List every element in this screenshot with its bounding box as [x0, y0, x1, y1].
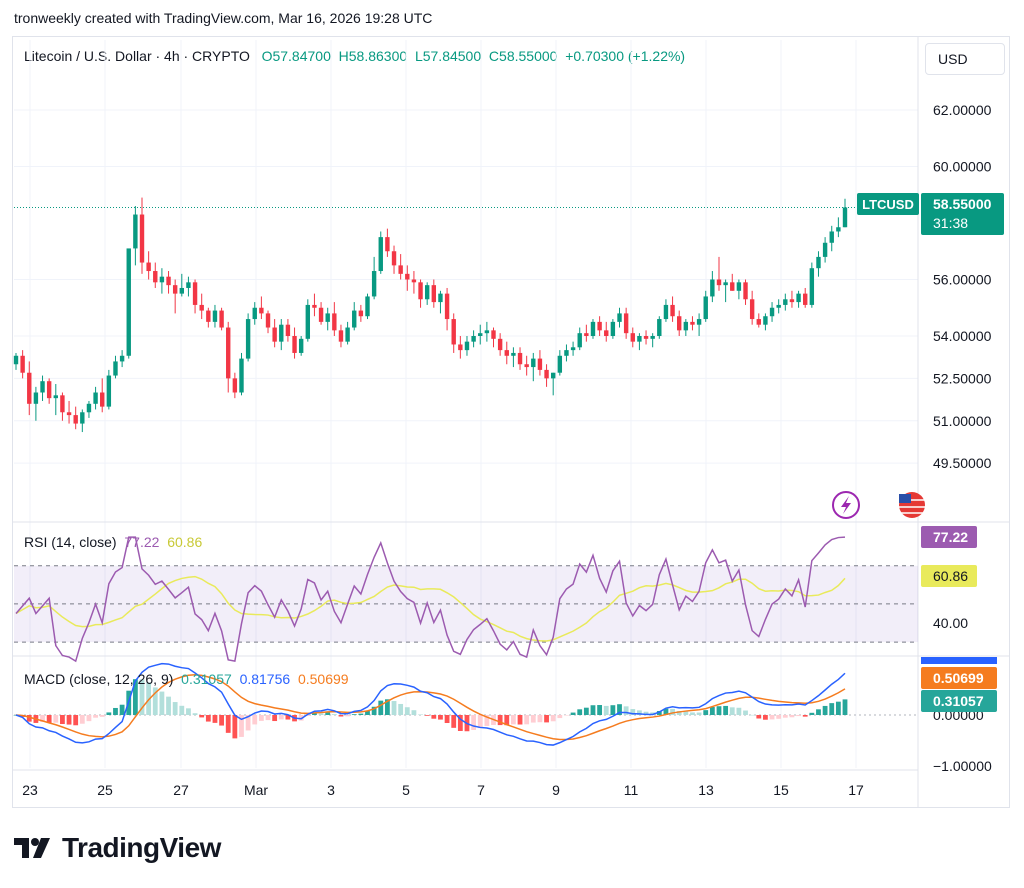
currency-button[interactable]: USD — [925, 43, 1005, 75]
open-value: O57.84700 — [261, 48, 331, 64]
close-value: C58.55000 — [488, 48, 558, 64]
rsi-label[interactable]: RSI (14, close) — [24, 534, 117, 550]
rsi-ma-value: 60.86 — [167, 534, 203, 550]
macd-line-value: 0.81756 — [239, 671, 291, 687]
macd-legend: MACD (close, 12, 26, 9) 0.31057 0.81756 … — [24, 671, 349, 687]
tradingview-logo[interactable]: TradingView — [14, 832, 221, 864]
change-value: +0.70300 (+1.22%) — [565, 48, 686, 64]
chart-frame — [12, 36, 1010, 808]
low-value: L57.84500 — [414, 48, 482, 64]
macd-label[interactable]: MACD (close, 12, 26, 9) — [24, 671, 174, 687]
macd-signal-value: 0.50699 — [297, 671, 349, 687]
symbol-name[interactable]: Litecoin / U.S. Dollar · 4h · CRYPTO — [24, 48, 250, 64]
symbol-legend: Litecoin / U.S. Dollar · 4h · CRYPTO O57… — [24, 48, 685, 64]
macd-hist-value: 0.31057 — [181, 671, 232, 687]
rsi-value: 77.22 — [124, 534, 160, 550]
created-with-header: tronweekly created with TradingView.com,… — [14, 10, 433, 26]
tradingview-wordmark: TradingView — [62, 832, 221, 863]
high-value: H58.86300 — [338, 48, 408, 64]
rsi-legend: RSI (14, close) 77.22 60.86 — [24, 534, 202, 550]
tradingview-logo-icon — [14, 838, 50, 858]
